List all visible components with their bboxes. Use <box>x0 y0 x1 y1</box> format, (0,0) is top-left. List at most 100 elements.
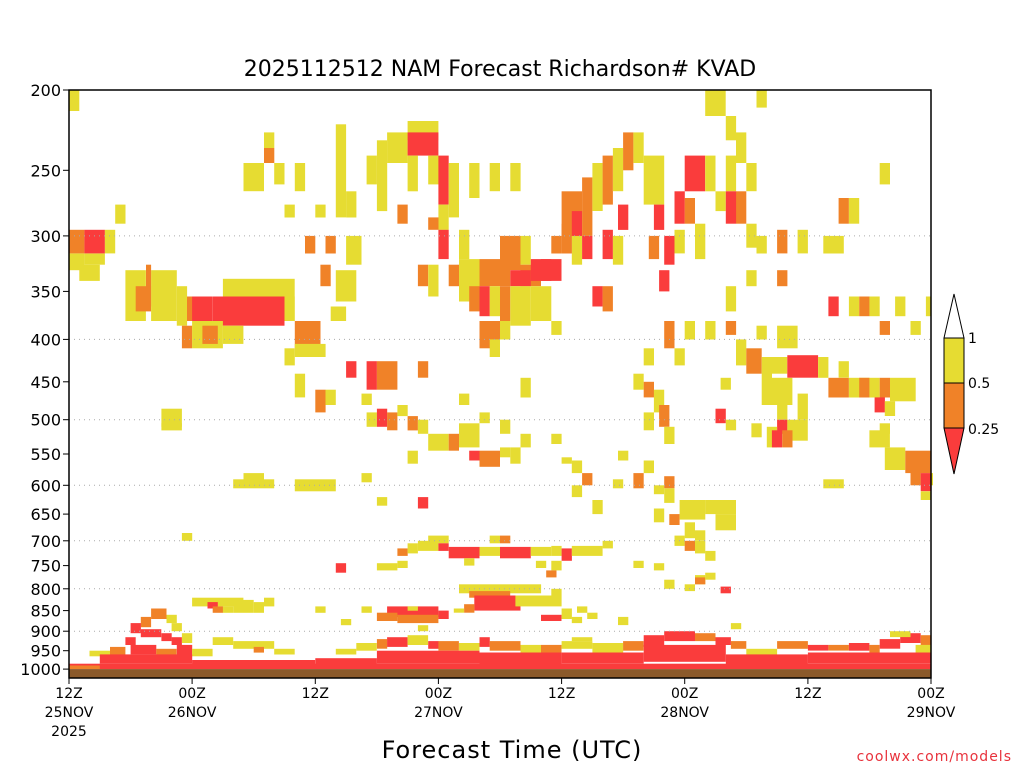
y-tick-label: 500 <box>30 411 61 430</box>
heatmap-cell <box>705 572 716 580</box>
heatmap-cell <box>602 540 613 549</box>
heatmap-cell <box>376 563 398 571</box>
heatmap-cell <box>582 473 593 486</box>
heatmap-cell <box>895 296 906 317</box>
heatmap-cell <box>84 253 105 265</box>
x-axis: 12Z 25NOV 2025 00Z 26NOV 12Z 00Z 27NOV 12Z 00Z 28N… <box>45 678 956 740</box>
heatmap-cell <box>438 641 459 651</box>
heatmap-cell <box>212 637 234 645</box>
y-tick-label: 900 <box>30 622 61 641</box>
heatmap-cell <box>643 348 654 366</box>
heatmap-cell <box>551 560 562 571</box>
heatmap-cell <box>417 625 429 632</box>
heatmap-cell <box>428 217 439 230</box>
heatmap-cell <box>294 343 326 357</box>
heatmap-cell <box>777 641 808 649</box>
heatmap-cell <box>869 430 890 448</box>
heatmap-cell <box>751 423 762 438</box>
heatmap-cell <box>315 389 326 413</box>
x-tick-label: 26NOV <box>168 705 217 721</box>
heatmap-cell <box>920 491 931 500</box>
heatmap-cell <box>879 163 890 185</box>
heatmap-cell <box>736 339 747 366</box>
heatmap-cell <box>407 132 439 156</box>
heatmap-cell <box>325 389 336 405</box>
heatmap-cell <box>715 191 726 212</box>
heatmap-cell <box>69 669 931 678</box>
legend-bin-low <box>943 427 965 475</box>
heatmap-cell <box>428 264 439 297</box>
heatmap-cell <box>284 296 295 321</box>
heatmap-cell <box>243 473 264 483</box>
heatmap-cell <box>99 654 193 664</box>
heatmap-cell <box>669 514 680 525</box>
heatmap-cell <box>448 163 459 218</box>
heatmap-cell <box>474 595 521 611</box>
heatmap-cell <box>828 296 839 317</box>
heatmap-cell <box>571 545 603 556</box>
heatmap-cell <box>818 357 829 378</box>
heatmap-cell <box>130 644 157 655</box>
heatmap-cell <box>417 264 429 287</box>
heatmap-cell <box>874 397 885 413</box>
heatmap-cell <box>161 408 182 427</box>
heatmap-cell <box>643 381 654 398</box>
heatmap-cell <box>643 155 665 205</box>
legend-bin-mid <box>943 382 965 429</box>
heatmap-cell <box>602 286 613 312</box>
heatmap-cell <box>925 296 931 317</box>
heatmap-cell <box>571 235 583 265</box>
heatmap-cell <box>915 644 931 653</box>
heatmap-cell <box>69 90 80 111</box>
heatmap-cell <box>869 644 880 653</box>
heatmap-cell <box>695 530 706 541</box>
heatmap-cell <box>725 155 737 192</box>
heatmap-cell <box>438 543 449 551</box>
heatmap-cell <box>407 543 418 554</box>
x-tick-label: 00Z <box>917 686 944 702</box>
heatmap-cell <box>715 637 731 645</box>
color-legend: 1 0.5 0.25 <box>943 293 999 475</box>
heatmap-cell <box>643 644 726 662</box>
x-tick-label: 28NOV <box>660 705 709 721</box>
heatmap-cell <box>500 321 511 340</box>
heatmap-cell <box>720 586 731 594</box>
heatmap-cell <box>520 433 531 448</box>
heatmap-cell <box>859 377 870 398</box>
heatmap-cell <box>571 616 583 624</box>
heatmap-cell <box>530 286 552 321</box>
heatmap-cell <box>315 204 326 218</box>
heatmap-cell <box>720 377 731 390</box>
heatmap-cell <box>664 631 695 642</box>
heatmap-cell <box>361 606 372 613</box>
heatmap-cell <box>376 408 388 427</box>
heatmap-cell <box>361 473 372 483</box>
heatmap-cell <box>551 588 562 596</box>
heatmap-cell <box>679 500 706 520</box>
heatmap-cell <box>479 637 490 647</box>
heatmap-cell <box>115 204 126 224</box>
heatmap-cell <box>500 535 511 544</box>
x-tick-label: 25NOV <box>45 705 94 721</box>
heatmap-cell <box>207 602 218 609</box>
heatmap-cell <box>407 606 418 611</box>
heatmap-cell <box>746 348 762 374</box>
x-tick-label: 12Z <box>302 686 329 702</box>
heatmap-cell <box>561 641 593 649</box>
heatmap-cell <box>756 325 767 340</box>
heatmap-cell <box>428 433 449 451</box>
heatmap-cell <box>438 155 449 205</box>
heatmap-cell <box>428 641 439 649</box>
heatmap-cell <box>659 405 670 427</box>
heatmap-cell <box>417 497 429 509</box>
heatmap-cell <box>705 500 736 515</box>
heatmap-cell <box>612 479 624 489</box>
heatmap-cell <box>222 325 244 344</box>
heatmap-cell <box>335 648 357 655</box>
heatmap-cell <box>725 321 737 335</box>
heatmap-cell <box>520 644 541 653</box>
x-tick-label: 12Z <box>548 686 575 702</box>
heatmap-cell <box>489 641 521 651</box>
heatmap-cell <box>633 473 644 489</box>
heatmap-cell <box>387 637 408 647</box>
